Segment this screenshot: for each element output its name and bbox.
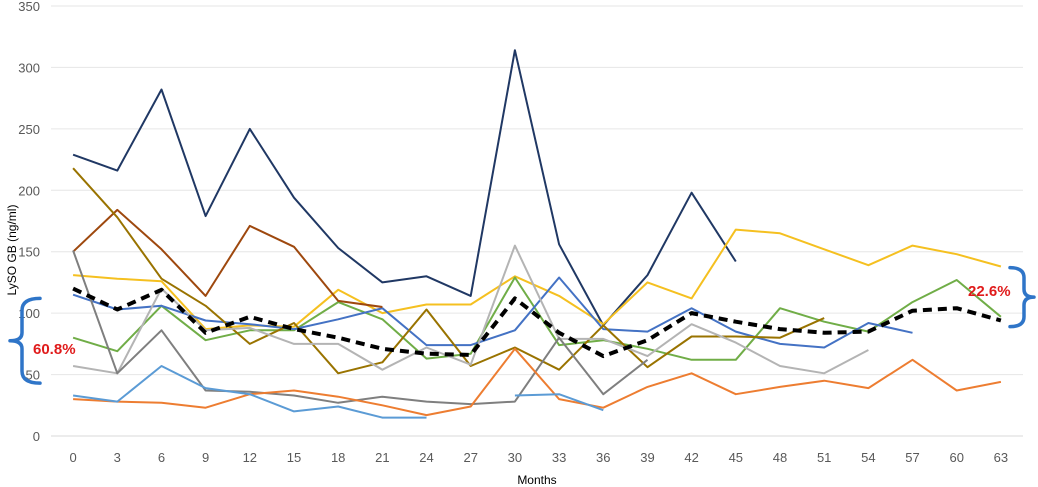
series-line-patient-navy bbox=[72, 49, 737, 327]
left-percentage-label: 60.8% bbox=[33, 341, 76, 358]
x-tick-label: 12 bbox=[243, 450, 257, 465]
x-tick-label: 63 bbox=[994, 450, 1008, 465]
x-tick-label: 48 bbox=[773, 450, 787, 465]
x-axis-title: Months bbox=[517, 473, 556, 487]
x-tick-label: 57 bbox=[905, 450, 919, 465]
left-brace bbox=[8, 296, 42, 385]
series-line-patient-darkgray bbox=[72, 250, 649, 406]
x-tick-label: 45 bbox=[729, 450, 743, 465]
x-tick-label: 6 bbox=[158, 450, 165, 465]
x-tick-label: 60 bbox=[949, 450, 963, 465]
x-tick-label: 27 bbox=[463, 450, 477, 465]
series-line-patient-orange bbox=[73, 347, 1002, 417]
x-tick-label: 18 bbox=[331, 450, 345, 465]
y-tick-label: 50 bbox=[26, 368, 40, 383]
right-brace bbox=[1008, 265, 1036, 329]
series-line-patient-olive bbox=[72, 167, 825, 375]
series-line-patient-blue bbox=[72, 276, 913, 349]
series-line-patient-green bbox=[72, 276, 1002, 361]
y-tick-label: 300 bbox=[18, 60, 40, 75]
series-line-mean bbox=[72, 286, 1002, 359]
x-tick-label: 51 bbox=[817, 450, 831, 465]
x-tick-label: 42 bbox=[684, 450, 698, 465]
series-line-patient-yellow bbox=[73, 228, 1002, 331]
x-tick-label: 21 bbox=[375, 450, 389, 465]
x-tick-label: 3 bbox=[114, 450, 121, 465]
x-tick-label: 30 bbox=[508, 450, 522, 465]
x-tick-label: 9 bbox=[202, 450, 209, 465]
y-tick-label: 250 bbox=[18, 122, 40, 137]
y-tick-label: 0 bbox=[33, 429, 40, 444]
y-tick-label: 150 bbox=[18, 245, 40, 260]
y-axis-title: LySO GB (ng/ml) bbox=[5, 205, 19, 296]
x-tick-label: 0 bbox=[69, 450, 76, 465]
y-tick-label: 200 bbox=[18, 183, 40, 198]
series-line-patient-lightblue-b bbox=[514, 393, 604, 412]
x-tick-label: 33 bbox=[552, 450, 566, 465]
series-lines bbox=[72, 49, 1002, 419]
x-tick-label: 54 bbox=[861, 450, 875, 465]
y-tick-label: 350 bbox=[18, 0, 40, 14]
x-tick-label: 15 bbox=[287, 450, 301, 465]
annotations: 60.8% 22.6% bbox=[8, 265, 1036, 385]
series-line-patient-lightblue-a bbox=[72, 365, 427, 419]
x-tick-label: 39 bbox=[640, 450, 654, 465]
series-line-patient-brown bbox=[72, 208, 383, 308]
x-axis-ticks: 0 3 6 9 12 15 18 21 24 27 30 33 36 39 42 45 48 51 54 57 60 63 bbox=[69, 450, 1008, 465]
x-tick-label: 24 bbox=[419, 450, 433, 465]
x-tick-label: 36 bbox=[596, 450, 610, 465]
right-percentage-label: 22.6% bbox=[968, 283, 1011, 300]
